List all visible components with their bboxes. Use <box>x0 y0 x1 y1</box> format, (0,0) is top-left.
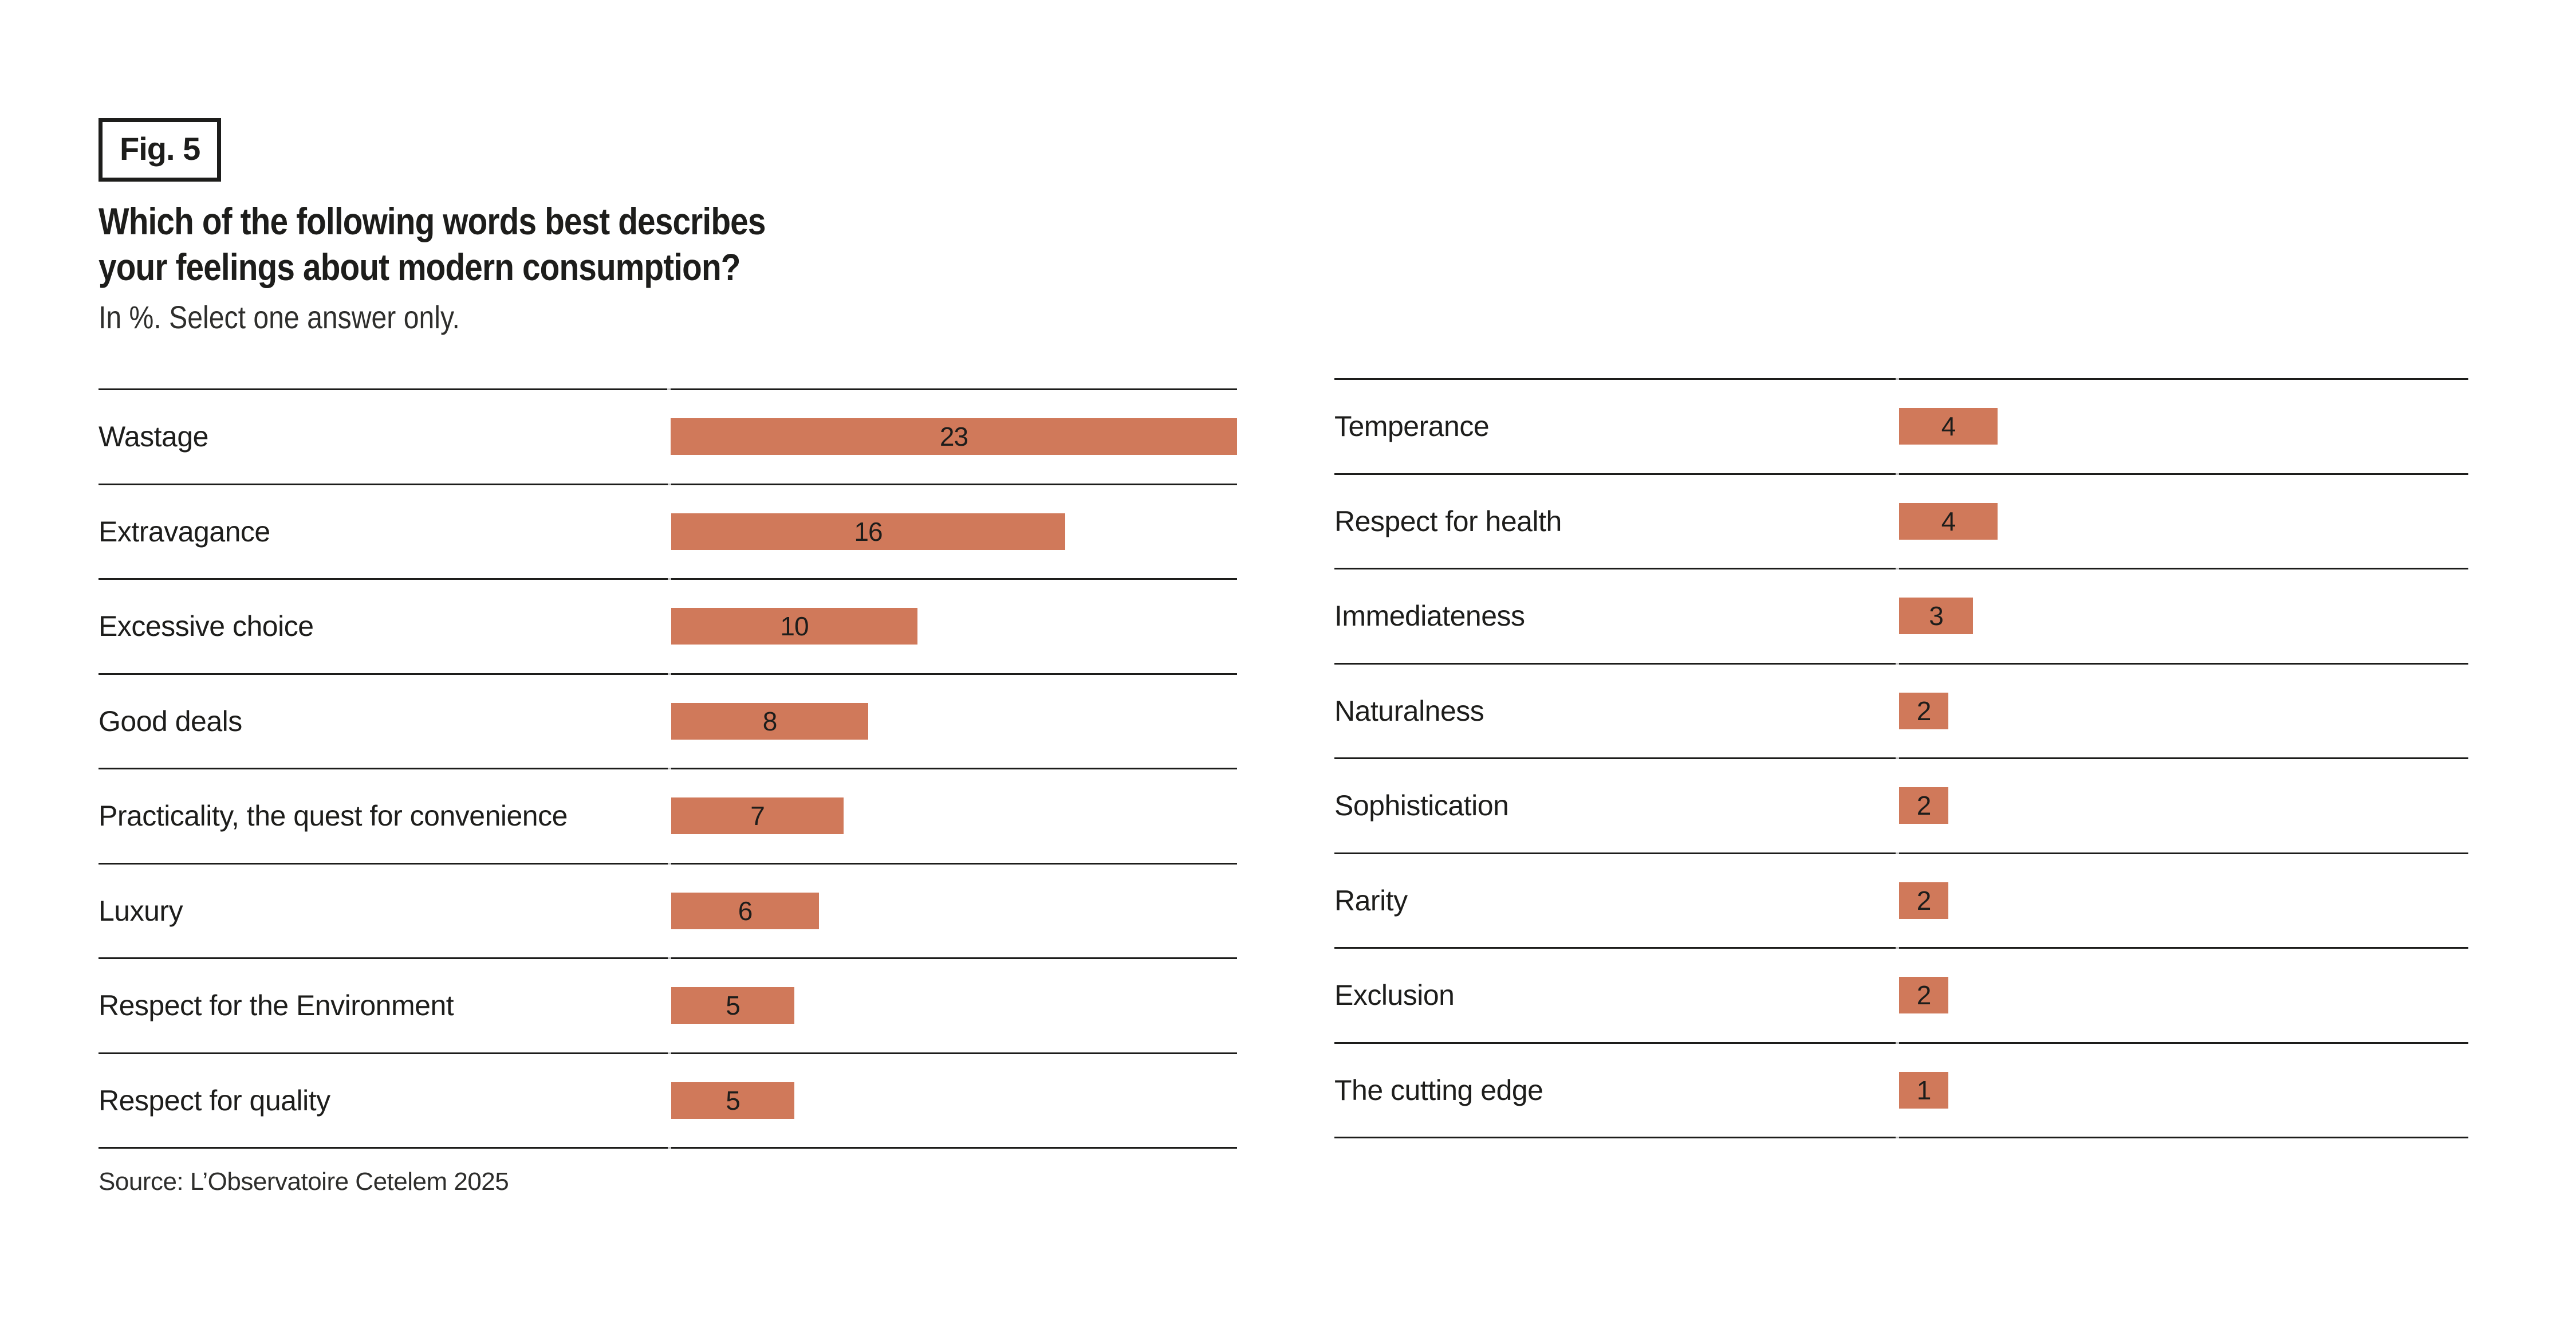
row-line-gap <box>668 862 671 958</box>
figure-tag-label: Fig. 5 <box>120 131 200 167</box>
row-line-gap <box>668 673 671 768</box>
bar-value-label: 10 <box>780 611 809 642</box>
row-line-gap <box>667 388 671 484</box>
row-label: The cutting edge <box>1334 1074 1543 1106</box>
row-line-gap <box>1896 757 1899 852</box>
bar-value-label: 23 <box>939 422 968 452</box>
table-row: Temperance 4 <box>1334 378 2468 473</box>
chart-title-line-2: your feelings about modern consumption? <box>99 246 740 288</box>
source-note: Source: L’Observatoire Cetelem 2025 <box>99 1168 509 1196</box>
table-row: Extravagance 16 <box>99 483 1237 579</box>
value-bar: 23 <box>671 418 1237 455</box>
table-row: Naturalness 2 <box>1334 662 2468 758</box>
value-bar: 1 <box>1899 1071 1948 1109</box>
bar-value-label: 6 <box>738 895 753 926</box>
row-line-gap <box>1896 568 1899 663</box>
value-bar: 2 <box>1899 692 1948 729</box>
row-line-gap <box>668 957 671 1052</box>
bar-table-left: Wastage 23 Extravagance 16 Excessive cho… <box>99 388 1237 1149</box>
row-label: Respect for quality <box>99 1084 330 1117</box>
value-bar: 6 <box>671 892 819 929</box>
bar-table-right: Temperance 4 Respect for health 4 Immedi… <box>1334 378 2468 1138</box>
value-bar: 5 <box>671 987 794 1024</box>
row-label: Exclusion <box>1334 979 1455 1012</box>
value-bar: 4 <box>1899 502 1998 540</box>
row-label: Practicality, the quest for convenience <box>99 800 568 832</box>
row-label: Wastage <box>99 421 208 453</box>
bar-value-label: 4 <box>1941 411 1956 442</box>
value-bar: 8 <box>671 702 868 740</box>
table-row: Exclusion 2 <box>1334 947 2468 1042</box>
bar-value-label: 2 <box>1916 791 1932 821</box>
table-row: Respect for health 4 <box>1334 473 2468 568</box>
table-row: Immediateness 3 <box>1334 568 2468 663</box>
table-row: Luxury 6 <box>99 862 1237 958</box>
table-row: Rarity 2 <box>1334 852 2468 948</box>
value-bar: 7 <box>671 797 844 835</box>
row-line-gap <box>1896 473 1899 568</box>
row-label: Naturalness <box>1334 694 1484 727</box>
row-line-gap <box>668 578 671 673</box>
row-line-gap <box>1896 852 1899 948</box>
row-label: Temperance <box>1334 410 1490 443</box>
bar-value-label: 16 <box>854 516 883 547</box>
bar-value-label: 2 <box>1916 980 1932 1011</box>
row-label: Excessive choice <box>99 610 314 643</box>
value-bar: 3 <box>1899 598 1973 635</box>
row-label: Extravagance <box>99 515 270 548</box>
bar-value-label: 2 <box>1916 885 1932 916</box>
bar-value-label: 1 <box>1916 1075 1932 1105</box>
table-row: Sophistication 2 <box>1334 757 2468 852</box>
value-bar: 2 <box>1899 977 1948 1014</box>
table-row: Good deals 8 <box>99 673 1237 768</box>
bar-value-label: 5 <box>726 991 740 1021</box>
row-label: Rarity <box>1334 884 1408 917</box>
row-label: Good deals <box>99 705 242 737</box>
row-line-gap <box>1896 662 1899 758</box>
title-block: Which of the following words best descri… <box>99 198 766 336</box>
row-line-gap <box>1896 378 1899 473</box>
chart-subtitle: In %. Select one answer only. <box>99 299 460 335</box>
chart-title-line-1: Which of the following words best descri… <box>99 200 766 242</box>
row-line-gap <box>668 1052 671 1148</box>
bar-value-label: 2 <box>1916 696 1932 726</box>
value-bar: 2 <box>1899 787 1948 824</box>
table-row: Excessive choice 10 <box>99 578 1237 673</box>
row-line-gap <box>668 768 671 863</box>
value-bar: 2 <box>1899 882 1948 919</box>
value-bar: 10 <box>671 608 917 645</box>
bar-value-label: 3 <box>1929 601 1944 631</box>
row-label: Luxury <box>99 894 183 927</box>
bar-value-label: 8 <box>762 706 778 736</box>
figure-tag: Fig. 5 <box>99 118 222 182</box>
table-row: The cutting edge 1 <box>1334 1042 2468 1137</box>
value-bar: 4 <box>1899 408 1998 445</box>
table-row: Wastage 23 <box>99 388 1237 484</box>
table-row: Respect for the Environment 5 <box>99 957 1237 1052</box>
row-line-gap <box>1896 947 1899 1042</box>
row-line-gap <box>1896 1042 1899 1137</box>
table-row: Respect for quality 5 <box>99 1052 1237 1148</box>
table-row: Practicality, the quest for convenience … <box>99 768 1237 863</box>
value-bar: 16 <box>671 513 1065 550</box>
row-label: Immediateness <box>1334 600 1525 632</box>
row-label: Respect for health <box>1334 505 1562 537</box>
row-label: Respect for the Environment <box>99 989 454 1022</box>
bar-value-label: 5 <box>726 1085 740 1115</box>
value-bar: 5 <box>671 1082 794 1119</box>
row-label: Sophistication <box>1334 789 1509 822</box>
bar-value-label: 7 <box>750 801 765 831</box>
bar-value-label: 4 <box>1941 506 1956 536</box>
row-line-gap <box>668 483 671 579</box>
